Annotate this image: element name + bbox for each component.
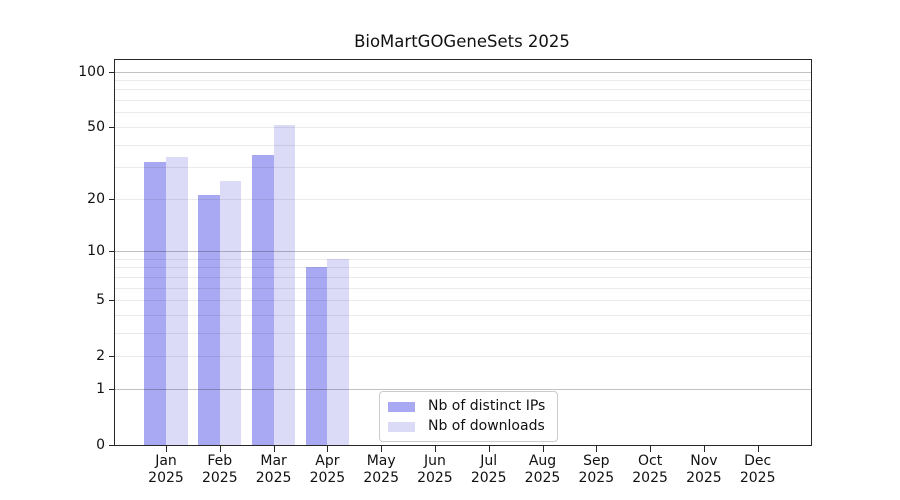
y-tick-label-5: 5 <box>96 292 105 308</box>
x-tick-dec <box>757 446 759 452</box>
x-tick-apr <box>327 446 329 452</box>
y-tick-0 <box>109 445 114 446</box>
x-tick-label-jan: Jan 2025 <box>148 453 184 486</box>
x-tick-label-oct: Oct 2025 <box>632 453 668 486</box>
x-tick-label-apr: Apr 2025 <box>309 453 346 486</box>
x-tick-label-nov: Nov 2025 <box>686 453 722 486</box>
x-tick-mar <box>273 446 275 452</box>
x-tick-sep <box>596 446 598 452</box>
x-tick-jun <box>434 446 436 452</box>
x-tick-label-aug: Aug 2025 <box>524 453 561 486</box>
bar-ips-apr <box>305 267 328 445</box>
x-tick-may <box>381 446 383 452</box>
y-tick-label-2: 2 <box>96 348 105 365</box>
y-tick-100 <box>109 71 114 73</box>
y-tick-label-0: 0 <box>96 437 105 453</box>
y-tick-label-1: 1 <box>96 380 105 397</box>
gridline-y-60 <box>115 112 811 114</box>
y-tick-1 <box>109 388 114 390</box>
gridline-y-90 <box>115 79 811 81</box>
y-tick-50 <box>109 126 114 128</box>
bar-downloads-feb <box>219 181 242 445</box>
x-tick-label-sep: Sep 2025 <box>578 453 615 486</box>
x-tick-jan <box>166 446 167 452</box>
gridline-y-40 <box>115 144 811 146</box>
x-tick-label-may: May 2025 <box>363 453 399 486</box>
y-tick-20 <box>109 198 114 200</box>
bar-downloads-mar <box>273 125 296 445</box>
x-tick-label-jul: Jul 2025 <box>470 453 507 486</box>
x-tick-label-jun: Jun 2025 <box>417 453 453 486</box>
chart-title: BioMartGOGeneSets 2025 <box>354 32 570 51</box>
y-tick-5 <box>109 300 114 301</box>
y-tick-label-50: 50 <box>87 118 105 135</box>
gridline-y-70 <box>115 100 811 101</box>
legend-swatch-downloads <box>388 421 415 432</box>
legend-label-distinct-ips: Nb of distinct IPs <box>428 398 546 414</box>
x-tick-label-feb: Feb 2025 <box>201 453 238 486</box>
legend-swatch-distinct-ips <box>388 401 415 412</box>
legend-item-distinct-ips: Nb of distinct IPs <box>388 398 545 415</box>
y-tick-2 <box>109 356 114 358</box>
bar-downloads-jan <box>166 157 188 445</box>
y-tick-label-20: 20 <box>87 190 105 207</box>
x-tick-oct <box>650 446 652 452</box>
legend: Nb of distinct IPs Nb of downloads <box>379 391 559 442</box>
y-tick-10 <box>109 250 114 252</box>
bar-ips-jan <box>144 162 166 445</box>
bar-ips-mar <box>252 155 274 445</box>
x-tick-label-mar: Mar 2025 <box>255 453 292 486</box>
gridline-y-100 <box>115 71 811 73</box>
bar-ips-feb <box>198 194 220 445</box>
gridline-y-80 <box>115 89 811 91</box>
gridline-y-30 <box>115 167 811 169</box>
gridline-y-50 <box>115 126 811 128</box>
plot-area: 0 1 2 5 10 20 50 100 Jan 2025 Feb 2025 Mar 2025 Apr 202… <box>78 59 812 486</box>
y-tick-label-100: 100 <box>78 63 105 80</box>
x-tick-feb <box>219 446 221 452</box>
bar-downloads-apr <box>327 258 349 445</box>
y-tick-label-10: 10 <box>87 242 105 259</box>
x-tick-jul <box>488 446 490 452</box>
x-tick-aug <box>542 446 544 452</box>
legend-item-downloads: Nb of downloads <box>388 418 545 435</box>
legend-label-downloads: Nb of downloads <box>428 418 545 434</box>
x-tick-label-dec: Dec 2025 <box>739 453 776 486</box>
x-tick-nov <box>703 446 705 452</box>
